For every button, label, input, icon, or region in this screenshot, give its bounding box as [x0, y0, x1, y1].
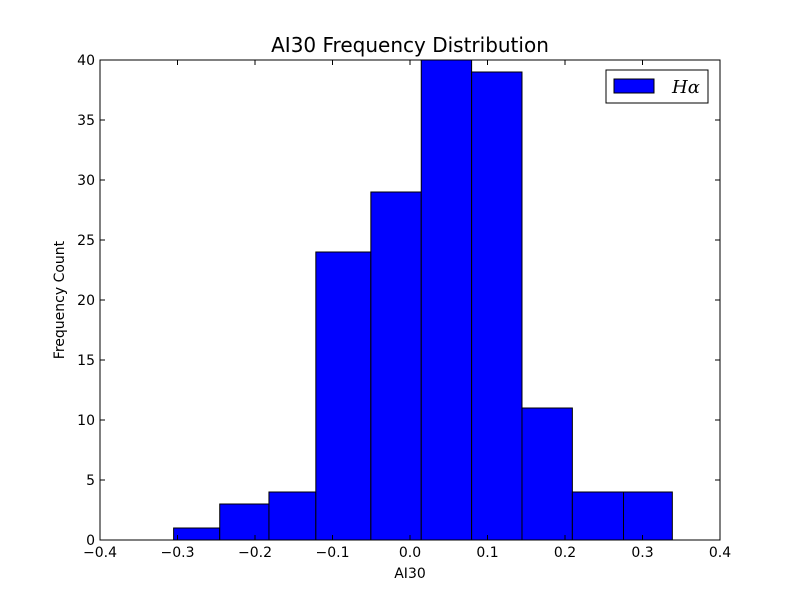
histogram-bar — [173, 527, 221, 541]
histogram-bar — [315, 251, 372, 541]
x-tick-label: −0.2 — [238, 545, 272, 561]
ticks-group: −0.4 −0.3 −0.2 −0.1 0.0 0.1 0.2 0.3 0.4 0 5 10 15 20 2… — [77, 53, 731, 561]
histogram-bar — [219, 503, 270, 541]
x-tick-label: −0.4 — [83, 545, 117, 561]
x-tick-label: 0.3 — [631, 545, 653, 561]
y-tick-label: 35 — [77, 113, 95, 129]
y-tick-label: 25 — [77, 233, 95, 249]
plot-frame — [99, 59, 721, 541]
x-tick-label: 0.4 — [709, 545, 731, 561]
y-tick-label: 5 — [86, 473, 95, 489]
y-tick-label: 15 — [77, 353, 95, 369]
histogram-bar — [571, 491, 625, 541]
bars-group — [173, 59, 673, 541]
x-axis-title: AI30 — [394, 566, 426, 582]
histogram-bar — [623, 491, 673, 541]
histogram-bar — [268, 491, 317, 541]
y-tick-label: 30 — [77, 173, 95, 189]
y-tick-label: 20 — [77, 293, 95, 309]
x-tick-label: 0.0 — [399, 545, 421, 561]
legend-swatch — [613, 78, 655, 94]
chart-title: AI30 Frequency Distribution — [271, 33, 549, 57]
histogram-bar — [370, 191, 422, 541]
y-tick-label: 10 — [77, 413, 95, 429]
histogram-bar — [420, 59, 473, 541]
x-tick-label: 0.2 — [554, 545, 576, 561]
y-tick-label: 0 — [86, 533, 95, 549]
x-tick-label: −0.1 — [316, 545, 350, 561]
legend: Hα — [605, 69, 709, 104]
histogram-bar — [471, 71, 523, 541]
x-tick-label: −0.3 — [161, 545, 195, 561]
x-tick-label: 0.1 — [476, 545, 498, 561]
y-axis-title: Frequency Count — [52, 240, 68, 359]
y-tick-label: 40 — [77, 53, 95, 69]
legend-label: Hα — [671, 77, 700, 98]
histogram-bar — [521, 407, 573, 541]
